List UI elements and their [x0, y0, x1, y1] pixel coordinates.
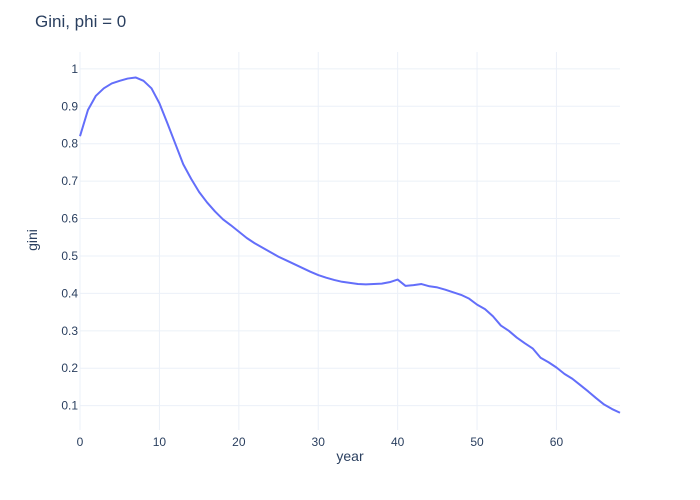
x-tick-label: 60	[550, 435, 564, 449]
chart-title: Gini, phi = 0	[35, 12, 127, 31]
y-tick-label: 0.2	[61, 361, 78, 375]
y-tick-label: 0.9	[61, 99, 78, 113]
y-tick-label: 1	[71, 62, 78, 76]
y-tick-label: 0.6	[61, 212, 78, 226]
x-tick-label: 40	[391, 435, 405, 449]
y-axis-label: gini	[24, 229, 40, 251]
y-tick-label: 0.3	[61, 324, 78, 338]
y-tick-label: 0.5	[61, 249, 78, 263]
x-tick-label: 30	[312, 435, 326, 449]
grid	[79, 52, 620, 430]
y-tick-label: 0.1	[61, 399, 78, 413]
x-tick-label: 10	[153, 435, 167, 449]
x-tick-label: 20	[232, 435, 246, 449]
x-axis-label: year	[336, 448, 364, 464]
y-tick-label: 0.8	[61, 137, 78, 151]
y-tick-label: 0.7	[61, 174, 78, 188]
ticks: 0.10.20.30.40.50.60.70.80.910 10 20 30 40 50 6…	[61, 62, 563, 449]
x-tick-label: 50	[470, 435, 484, 449]
x-tick-label: 0	[77, 435, 84, 449]
series-line	[79, 76, 621, 414]
y-tick-label: 0.4	[61, 286, 78, 300]
